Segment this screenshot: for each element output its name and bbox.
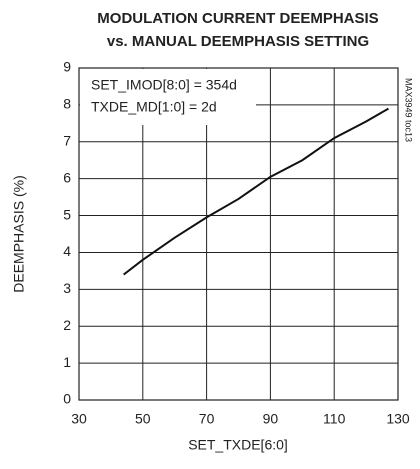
y-tick-label: 5 [63, 206, 71, 222]
y-tick-label: 6 [63, 169, 71, 185]
side-note: MAX3949 toc13 [404, 78, 414, 142]
y-tick-label: 7 [63, 132, 71, 148]
x-tick-label: 50 [135, 411, 151, 427]
x-axis-label: SET_TXDE[6:0] [188, 437, 288, 453]
y-tick-label: 2 [63, 317, 71, 333]
x-tick-label: 130 [386, 411, 410, 427]
x-tick-label: 30 [71, 411, 87, 427]
x-tick-label: 90 [263, 411, 279, 427]
y-tick-label: 0 [63, 391, 71, 407]
data-line [123, 107, 389, 276]
annotation: TXDE_MD[1:0] = 2d [91, 99, 217, 115]
chart-subtitle: vs. MANUAL DEEMPHASIS SETTING [107, 33, 369, 50]
annotation: SET_IMOD[8:0] = 354d [91, 77, 237, 93]
annotation-box [80, 69, 256, 125]
y-tick-label: 1 [63, 354, 71, 370]
chart-title: MODULATION CURRENT DEEMPHASIS [97, 10, 378, 27]
y-tick-label: 3 [63, 280, 71, 296]
plot-frame [78, 67, 399, 401]
x-tick-label: 70 [199, 411, 215, 427]
y-tick-label: 9 [63, 59, 71, 75]
x-tick-label: 110 [323, 411, 346, 427]
y-axis-label: DEEMPHASIS (%) [11, 175, 27, 292]
y-tick-label: 4 [63, 243, 71, 259]
y-tick-label: 8 [63, 96, 71, 112]
